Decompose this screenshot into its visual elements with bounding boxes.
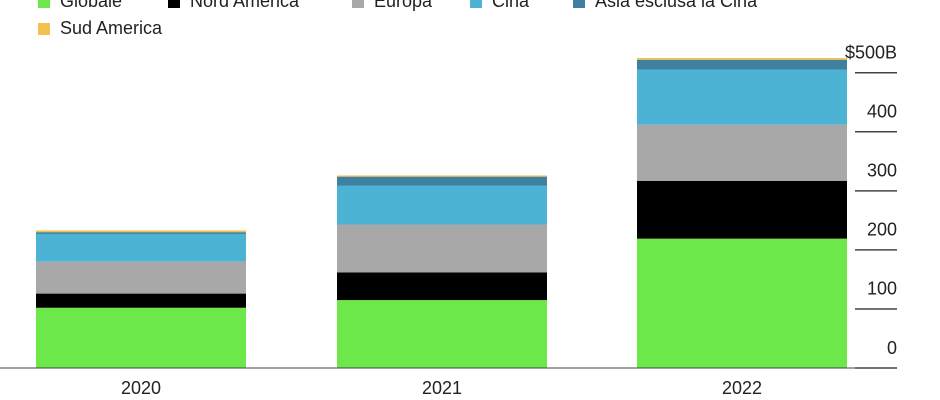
bar-segment	[36, 293, 246, 308]
y-tick-label: $500B	[845, 42, 897, 62]
y-tick-label: 0	[887, 338, 897, 358]
legend-swatch	[168, 0, 180, 8]
bar-segment	[637, 59, 847, 70]
legend-label: Globale	[60, 0, 122, 11]
legend-swatch	[573, 0, 585, 8]
y-tick-label: 200	[867, 220, 897, 240]
bar-segment	[337, 300, 547, 368]
legend-label: Sud America	[60, 18, 163, 38]
x-tick-label: 2020	[121, 378, 161, 398]
legend-label: Asia esclusa la Cina	[595, 0, 758, 11]
bar-segment	[36, 233, 246, 262]
bar-segment	[637, 180, 847, 239]
bar-segment	[337, 224, 547, 273]
legend-swatch	[352, 0, 364, 8]
legend-label: Cina	[492, 0, 530, 11]
legend-swatch	[38, 23, 50, 35]
legend-swatch	[38, 0, 50, 8]
y-tick-label: 400	[867, 102, 897, 122]
y-tick-label: 100	[867, 279, 897, 299]
bar-segment	[637, 69, 847, 125]
bar-segment	[637, 238, 847, 368]
bar-segment	[36, 307, 246, 368]
bar-segment	[337, 185, 547, 225]
bar-segment	[36, 232, 246, 234]
bar-segment	[337, 272, 547, 301]
y-tick-label: 300	[867, 161, 897, 181]
legend-label: Europa	[374, 0, 433, 11]
x-tick-label: 2021	[422, 378, 462, 398]
bar-segment	[36, 261, 246, 294]
bar-segment	[637, 124, 847, 181]
legend-label: Nord America	[190, 0, 300, 11]
bar-segment	[637, 57, 847, 60]
bar-segment	[36, 230, 246, 233]
bar-segment	[337, 176, 547, 186]
legend-swatch	[470, 0, 482, 8]
x-tick-label: 2022	[722, 378, 762, 398]
bar-segment	[337, 175, 547, 177]
